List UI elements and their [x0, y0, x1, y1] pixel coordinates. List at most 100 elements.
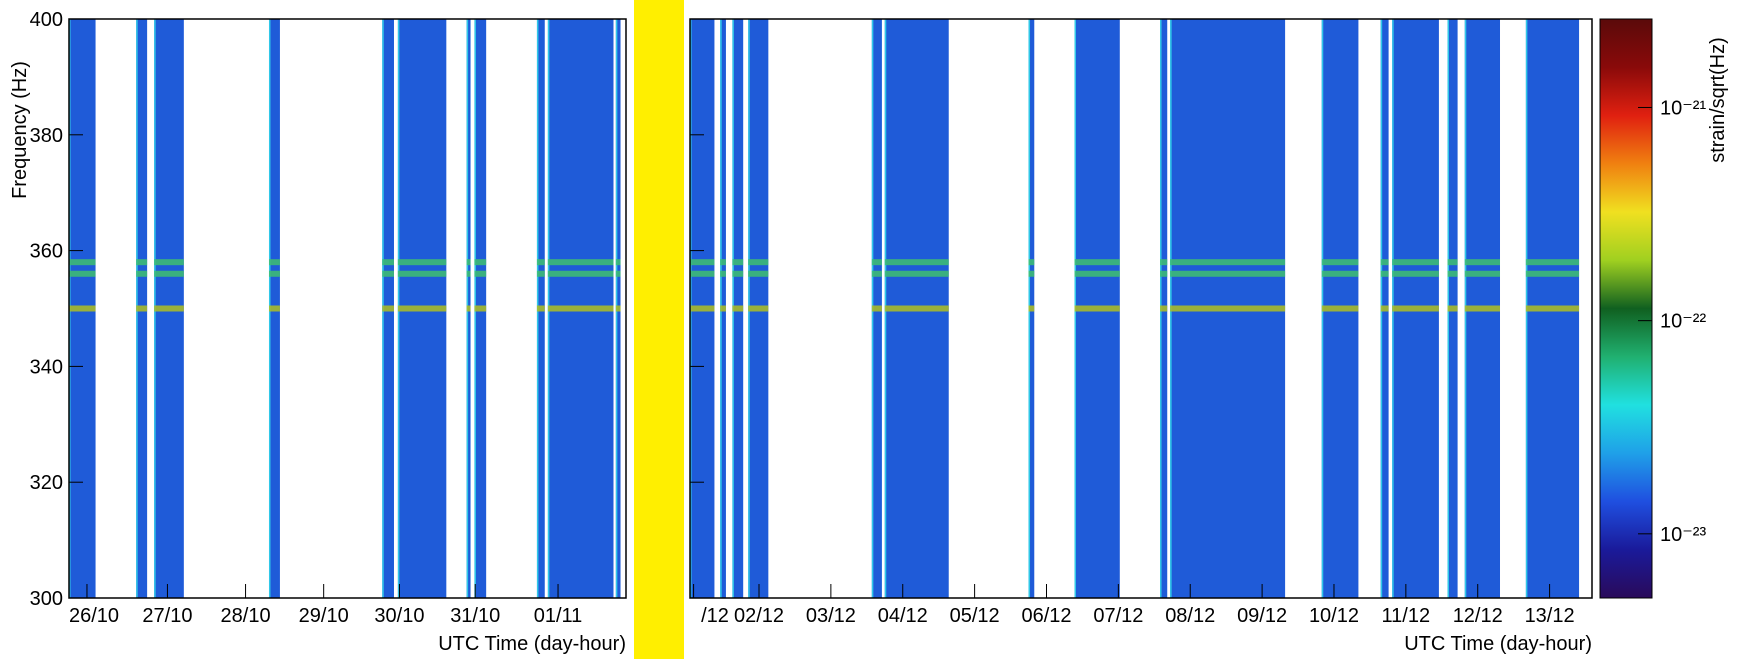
spectral-line [1028, 259, 1035, 266]
spectral-line [136, 259, 148, 266]
spectral-line [69, 270, 96, 277]
spectral-line [615, 259, 621, 266]
spectral-line [1525, 270, 1580, 277]
spectral-line [547, 270, 614, 277]
spectral-line [871, 259, 882, 266]
spectral-line [690, 259, 715, 266]
spectral-line [871, 305, 882, 312]
spectral-line [748, 259, 769, 266]
x-tick-label: 07/12 [1093, 605, 1143, 627]
spectral-line [268, 305, 280, 312]
y-tick-label: 360 [30, 241, 63, 263]
spectral-line [69, 259, 96, 266]
spectral-line [382, 305, 394, 312]
spectral-line [547, 259, 614, 266]
x-tick-label: 08/12 [1165, 605, 1215, 627]
spectral-line [748, 270, 769, 277]
x-tick-label: 29/10 [299, 605, 349, 627]
spectral-line [382, 270, 394, 277]
y-tick-label: 320 [30, 472, 63, 494]
spectral-line [1392, 305, 1439, 312]
spectral-line [474, 259, 487, 266]
spectral-line [1074, 270, 1120, 277]
spectral-line [154, 259, 184, 266]
spectral-line [720, 259, 726, 266]
spectral-line [732, 259, 744, 266]
spectral-line [397, 259, 447, 266]
spectral-line [1447, 305, 1458, 312]
spectral-line [1170, 259, 1286, 266]
x-tick-label: 30/10 [374, 605, 424, 627]
z-tick-label: 10⁻²³ [1660, 524, 1706, 546]
spectral-line [1447, 259, 1458, 266]
spectral-line [690, 270, 715, 277]
spectral-line [690, 305, 715, 312]
x-tick-label: 11/12 [1382, 605, 1431, 627]
spectral-line [884, 305, 949, 312]
plot-frame [689, 18, 1593, 599]
spectral-line [466, 270, 471, 277]
spectral-line [382, 259, 394, 266]
spectral-line [884, 270, 949, 277]
y-tick-label: 340 [30, 356, 63, 378]
spectral-line [720, 305, 726, 312]
x-tick-label: 26/10 [69, 605, 119, 627]
separator [634, 0, 684, 659]
spectral-line [1380, 305, 1389, 312]
spectral-line [474, 305, 487, 312]
spectral-line [1525, 259, 1580, 266]
spectral-line [748, 305, 769, 312]
x-tick-label: 02/12 [734, 605, 784, 627]
x-tick-label: /12 [701, 605, 729, 627]
spectral-line [268, 270, 280, 277]
spectral-line [1392, 270, 1439, 277]
spectral-line [397, 305, 447, 312]
spectral-line [1321, 270, 1359, 277]
z-tick-label: 10⁻²¹ [1660, 97, 1706, 119]
spectral-line [1028, 305, 1035, 312]
colorbar [1599, 18, 1653, 599]
x-tick-label: 31/10 [450, 605, 500, 627]
spectral-line [1464, 305, 1501, 312]
spectral-line [536, 259, 545, 266]
spectral-line [1160, 270, 1168, 277]
spectral-line [1160, 305, 1168, 312]
spectral-line [1074, 259, 1120, 266]
spectral-line [871, 270, 882, 277]
x-tick-label: 04/12 [878, 605, 928, 627]
spectral-line [1160, 259, 1168, 266]
spectral-line [1464, 270, 1501, 277]
spectral-line [547, 305, 614, 312]
x-tick-label: 10/12 [1309, 605, 1359, 627]
x-tick-label: 27/10 [142, 605, 192, 627]
x-tick-label: 03/12 [806, 605, 856, 627]
spectral-line [397, 270, 447, 277]
spectral-line [1321, 259, 1359, 266]
spectral-line [136, 270, 148, 277]
x-tick-label: 01/11 [534, 605, 583, 627]
spectral-line [1321, 305, 1359, 312]
y-tick-label: 300 [30, 588, 63, 610]
spectral-line [1380, 270, 1389, 277]
x-axis-title: UTC Time (day-hour) [438, 633, 626, 655]
x-tick-label: 09/12 [1237, 605, 1287, 627]
y-tick-label: 400 [30, 9, 63, 31]
plot-frame [68, 18, 627, 599]
spectral-line [1447, 270, 1458, 277]
y-tick-label: 380 [30, 125, 63, 147]
x-tick-label: 05/12 [950, 605, 1000, 627]
spectral-line [69, 305, 96, 312]
x-tick-label: 12/12 [1453, 605, 1503, 627]
x-axis-title: UTC Time (day-hour) [1404, 633, 1592, 655]
spectral-line [536, 305, 545, 312]
spectral-line [732, 270, 744, 277]
spectral-line [268, 259, 280, 266]
spectral-line [1074, 305, 1120, 312]
x-tick-label: 13/12 [1525, 605, 1575, 627]
spectral-line [1170, 305, 1286, 312]
x-tick-label: 06/12 [1021, 605, 1071, 627]
spectral-line [1170, 270, 1286, 277]
colorbar-title: strain/sqrt(Hz) [1707, 37, 1729, 163]
x-tick-label: 28/10 [221, 605, 271, 627]
